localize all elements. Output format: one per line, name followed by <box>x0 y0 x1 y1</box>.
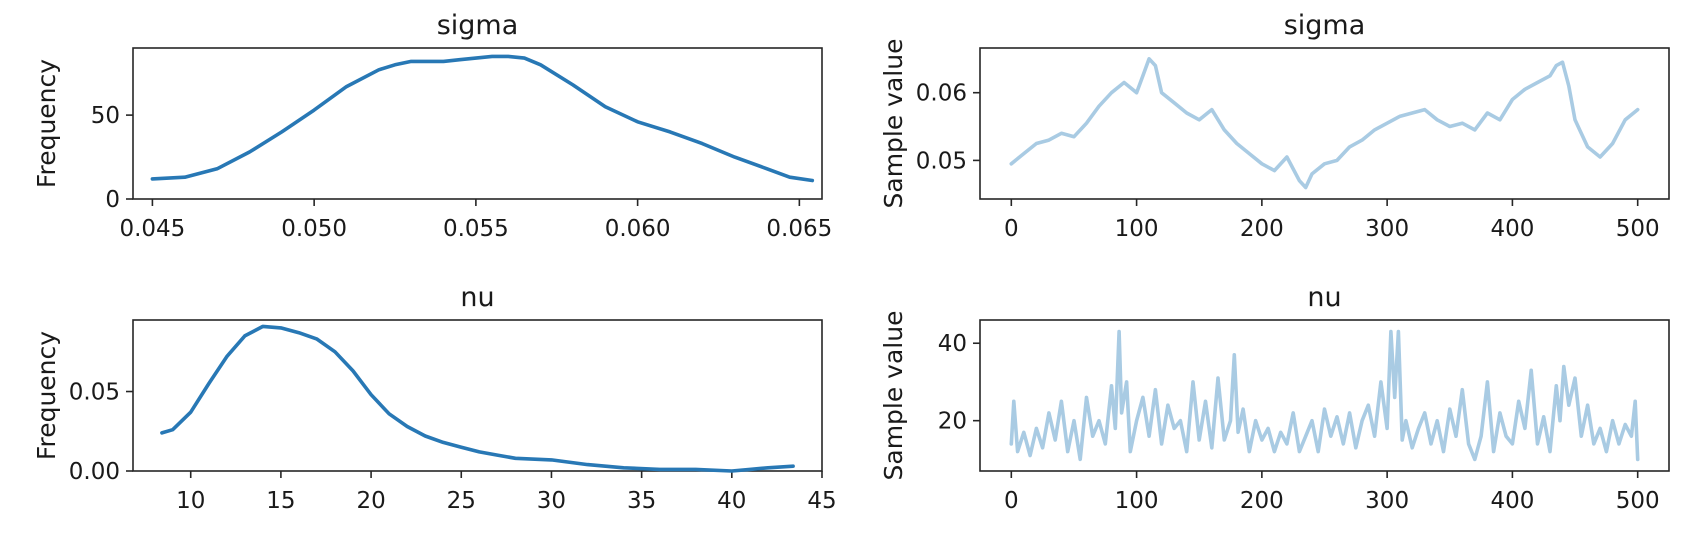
y-tick-label: 0.06 <box>916 81 967 107</box>
x-tick-label: 35 <box>627 488 656 514</box>
axes-frame <box>979 319 1670 472</box>
x-tick-label: 0.050 <box>281 216 347 242</box>
x-tick-label: 0 <box>1004 216 1019 242</box>
subplot-kde_sigma: sigma Frequency 0.045 0.050 0.055 0.060 0.065 0… <box>32 10 832 242</box>
x-tick-label: 0.055 <box>443 216 509 242</box>
y-axis-label: Frequency <box>32 331 61 460</box>
x-tick-label: 30 <box>537 488 566 514</box>
x-tick-label: 0 <box>1004 488 1019 514</box>
x-tick-label: 0.060 <box>605 216 671 242</box>
subplot-trace_nu: nu Sample value 0 100 200 300 400 500 20 40 <box>879 282 1670 514</box>
x-tick-label: 500 <box>1616 216 1660 242</box>
series-line <box>160 324 795 473</box>
series-line <box>150 54 815 183</box>
y-tick-label: 0 <box>105 187 120 213</box>
subplot-trace_sigma: sigma Sample value 0 100 200 300 400 500 0.05 0.0… <box>879 10 1670 242</box>
subplot-title: nu <box>1307 282 1341 313</box>
y-tick-label: 40 <box>938 331 967 357</box>
x-tick-label: 20 <box>356 488 385 514</box>
x-tick-label: 100 <box>1115 488 1159 514</box>
y-axis-label: Sample value <box>879 311 908 481</box>
x-tick-label: 0.045 <box>119 216 185 242</box>
x-tick-label: 400 <box>1490 216 1534 242</box>
series-line <box>1009 329 1640 462</box>
x-tick-label: 15 <box>266 488 295 514</box>
x-tick-label: 300 <box>1365 216 1409 242</box>
y-tick-label: 50 <box>91 103 120 129</box>
x-tick-label: 25 <box>447 488 476 514</box>
y-tick-label: 20 <box>938 409 967 435</box>
subplot-kde_nu: nu Frequency 10 15 20 25 30 35 40 45 0.00 0.05 <box>32 282 837 514</box>
y-tick-label: 0.00 <box>69 459 120 485</box>
y-axis-label: Frequency <box>32 59 61 188</box>
x-tick-label: 100 <box>1115 216 1159 242</box>
x-tick-label: 300 <box>1365 488 1409 514</box>
axes-frame <box>132 47 823 200</box>
x-tick-label: 45 <box>807 488 836 514</box>
subplot-title: sigma <box>437 10 519 41</box>
x-tick-label: 500 <box>1616 488 1660 514</box>
axes-frame <box>979 47 1670 200</box>
x-tick-label: 40 <box>717 488 746 514</box>
axes-frame <box>132 319 823 472</box>
y-tick-label: 0.05 <box>69 380 120 406</box>
y-axis-label: Sample value <box>879 39 908 209</box>
subplot-title: nu <box>460 282 494 313</box>
y-tick-label: 0.05 <box>916 148 967 174</box>
x-tick-label: 200 <box>1240 488 1284 514</box>
series-line <box>1009 56 1640 190</box>
x-tick-label: 400 <box>1490 488 1534 514</box>
x-tick-label: 200 <box>1240 216 1284 242</box>
x-tick-label: 10 <box>176 488 205 514</box>
x-tick-label: 0.065 <box>766 216 832 242</box>
subplot-title: sigma <box>1284 10 1366 41</box>
